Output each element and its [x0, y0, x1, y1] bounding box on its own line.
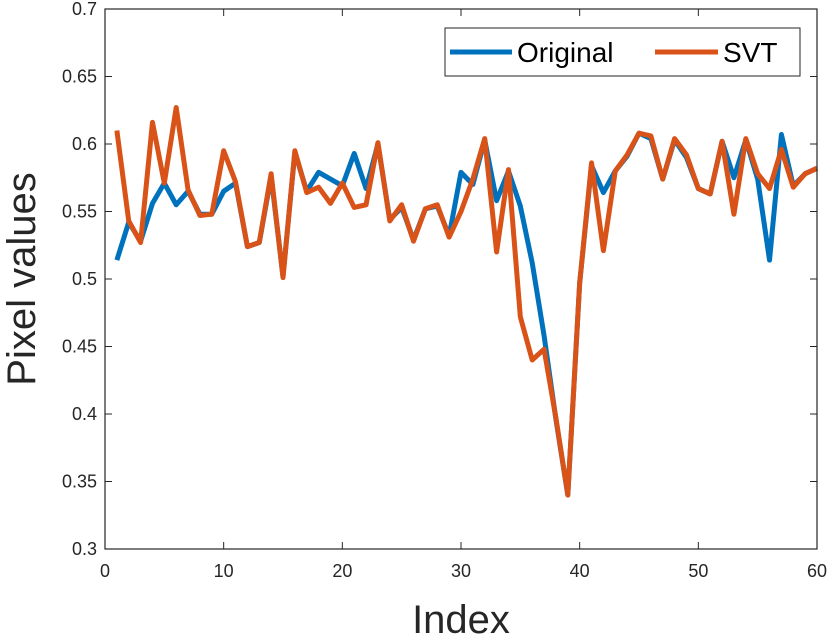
legend-label-original: Original — [517, 37, 613, 68]
x-tick-label: 10 — [214, 561, 234, 581]
series-line-svt — [114, 105, 819, 498]
x-tick-label: 20 — [332, 561, 352, 581]
x-tick-label: 30 — [451, 561, 471, 581]
series-layer — [114, 105, 819, 498]
y-tick-label: 0.6 — [72, 134, 97, 154]
x-tick-label: 40 — [570, 561, 590, 581]
x-tick-label: 60 — [807, 561, 827, 581]
x-tick-label: 0 — [100, 561, 110, 581]
x-axis-title: Index — [412, 598, 510, 638]
plot-area — [105, 9, 817, 549]
y-tick-label: 0.4 — [72, 404, 97, 424]
y-tick-label: 0.7 — [72, 0, 97, 19]
legend: Original SVT — [444, 27, 801, 77]
legend-label-svt: SVT — [723, 37, 777, 68]
y-axis-title: Pixel values — [0, 172, 44, 385]
x-tick-label: 50 — [688, 561, 708, 581]
y-tick-label: 0.35 — [62, 472, 97, 492]
y-tick-label: 0.45 — [62, 337, 97, 357]
y-tick-label: 0.5 — [72, 269, 97, 289]
y-tick-label: 0.3 — [72, 539, 97, 559]
y-tick-label: 0.65 — [62, 67, 97, 87]
y-tick-label: 0.55 — [62, 202, 97, 222]
ticks-layer: 0 10 20 30 40 50 60 0.3 0.35 0.4 0.45 0.5 0.55 0.6 0.6… — [62, 0, 827, 581]
